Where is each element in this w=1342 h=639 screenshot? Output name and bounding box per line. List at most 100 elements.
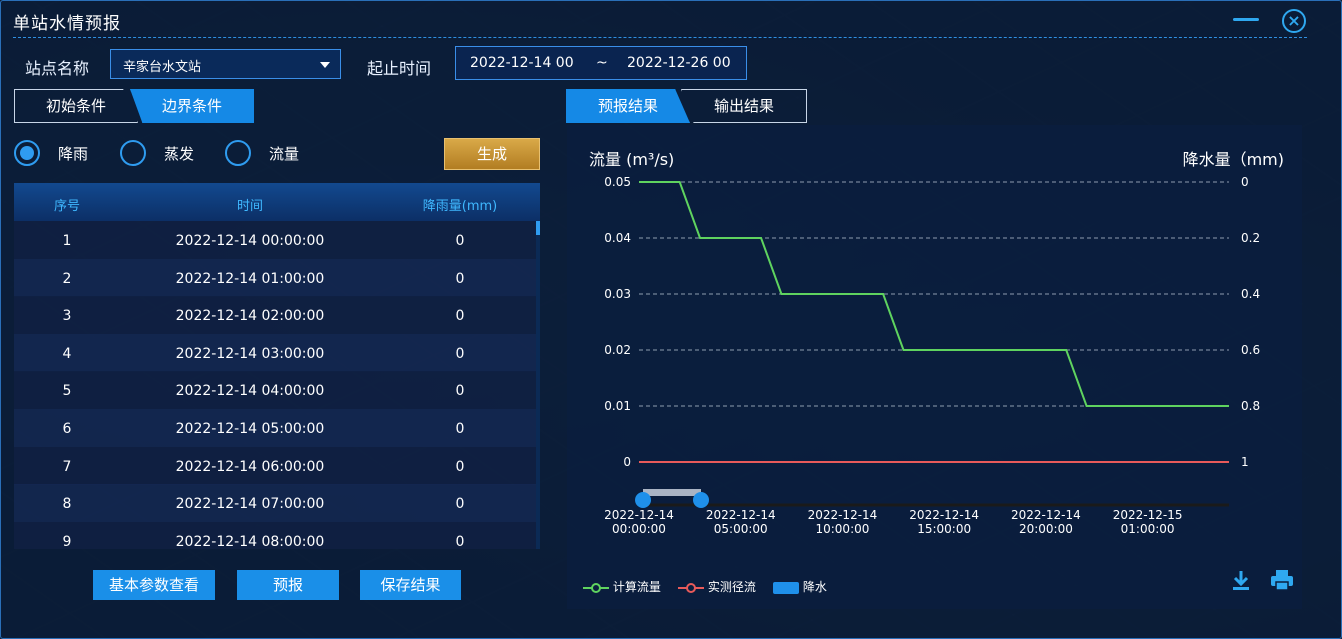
- series-calc-flow-line: [639, 181, 1229, 407]
- cell-time: 2022-12-14 01:00:00: [175, 270, 325, 287]
- tab-initial-conditions[interactable]: 初始条件: [14, 89, 138, 123]
- cell-rainfall: 0: [455, 308, 465, 325]
- cell-index: 9: [62, 533, 72, 549]
- cell-index: 5: [62, 383, 72, 400]
- tab-output-results[interactable]: 输出结果: [681, 89, 807, 123]
- cell-rainfall: 0: [455, 496, 465, 513]
- table-row[interactable]: 4 2022-12-14 03:00:00 0: [14, 333, 536, 372]
- table-row[interactable]: 9 2022-12-14 08:00:00 0: [14, 521, 536, 549]
- window-title: 单站水情预报: [13, 14, 121, 34]
- cell-index: 6: [62, 421, 72, 437]
- table-row[interactable]: 6 2022-12-14 05:00:00 0: [14, 409, 536, 447]
- header-index: 序号: [53, 199, 80, 214]
- tab-forecast-results[interactable]: 预报结果: [566, 89, 690, 123]
- x-tick-date: 2022-12-14: [808, 508, 878, 522]
- legend-rain[interactable]: 降水: [773, 578, 827, 595]
- legend-bar-marker: [773, 581, 799, 594]
- cell-rainfall: 0: [455, 458, 465, 475]
- download-icon[interactable]: [1230, 569, 1252, 591]
- rainfall-table: 序号 时间 降雨量(mm) 1 2022-12-14 00:00:00 0 2 2022…: [14, 183, 540, 549]
- radio-label: 蒸发: [164, 145, 195, 163]
- x-tick-date: 2022-12-14: [604, 508, 674, 522]
- title-bar: 单站水情预报 ×: [1, 1, 1342, 39]
- table-scrollbar[interactable]: [536, 221, 540, 549]
- scrollbar-thumb[interactable]: [536, 221, 540, 235]
- table-row[interactable]: 8 2022-12-14 07:00:00 0: [14, 484, 536, 523]
- table-row[interactable]: 5 2022-12-14 04:00:00 0: [14, 371, 536, 410]
- legend-line-marker: [583, 582, 609, 593]
- radio-label: 流量: [269, 145, 300, 163]
- radio-label: 降雨: [58, 145, 89, 163]
- x-tick-time: 20:00:00: [1019, 522, 1073, 536]
- y-right-tick-label: 0.6: [1241, 343, 1260, 357]
- chevron-down-icon: [320, 62, 330, 68]
- cell-rainfall: 0: [455, 233, 465, 249]
- x-tick-time: 10:00:00: [815, 522, 869, 536]
- cell-index: 1: [62, 233, 72, 249]
- start-time: 2022-12-14 00: [470, 55, 574, 71]
- station-label: 站点名称: [25, 59, 90, 78]
- tab-boundary-conditions[interactable]: 边界条件: [130, 89, 254, 123]
- radio-ring: [225, 140, 251, 166]
- x-tick-date: 2022-12-14: [706, 508, 776, 522]
- legend-measured-runoff[interactable]: 实测径流: [678, 578, 756, 595]
- table-row[interactable]: 2 2022-12-14 01:00:00 0: [14, 258, 536, 297]
- y-right-tick-label: 0.4: [1241, 287, 1260, 301]
- header-rainfall: 降雨量(mm): [422, 199, 498, 214]
- table-row[interactable]: 1 2022-12-14 00:00:00 0: [14, 221, 536, 259]
- y-axis-left-title: 流量 (m³/s): [589, 150, 674, 169]
- y-right-tick-label: 0.2: [1241, 231, 1260, 245]
- legend-label: 计算流量: [612, 580, 661, 594]
- zoom-slider-start-handle: [635, 492, 651, 508]
- cell-time: 2022-12-14 08:00:00: [175, 533, 325, 549]
- cell-time: 2022-12-14 06:00:00: [175, 458, 325, 475]
- station-select[interactable]: 辛家台水文站: [110, 49, 341, 79]
- close-icon[interactable]: ×: [1282, 9, 1306, 33]
- radio-dot: [20, 146, 34, 160]
- table-row[interactable]: 7 2022-12-14 06:00:00 0: [14, 446, 536, 485]
- zoom-slider-window: [643, 489, 701, 496]
- view-params-button[interactable]: 基本参数查看: [93, 570, 215, 600]
- cell-index: 7: [62, 458, 72, 475]
- cell-time: 2022-12-14 03:00:00: [175, 345, 325, 362]
- forecast-chart: 流量 (m³/s) 降水量（mm) 0 1 0.01 0.8 0.02 0.6 0.03 0.4 0…: [589, 150, 1284, 536]
- legend-label: 降水: [802, 580, 827, 594]
- y-left-tick-label: 0.01: [604, 399, 631, 413]
- cell-index: 4: [62, 345, 72, 362]
- minimize-icon[interactable]: [1233, 18, 1259, 21]
- chart-panel: 流量 (m³/s) 降水量（mm) 0 1 0.01 0.8 0.02 0.6 0.03 0.4 0…: [567, 125, 1302, 609]
- forecast-button[interactable]: 预报: [237, 570, 339, 600]
- y-left-tick-label: 0.03: [604, 287, 631, 301]
- x-tick-time: 01:00:00: [1121, 522, 1175, 536]
- cell-rainfall: 0: [455, 383, 465, 400]
- y-right-tick-label: 1: [1241, 455, 1249, 469]
- cell-index: 8: [62, 496, 72, 513]
- table-row[interactable]: 3 2022-12-14 02:00:00 0: [14, 296, 536, 335]
- station-select-value: 辛家台水文站: [123, 60, 202, 75]
- date-separator: ~: [596, 55, 608, 71]
- x-tick-time: 00:00:00: [612, 522, 666, 536]
- legend-calc-flow[interactable]: 计算流量: [583, 578, 661, 595]
- y-right-tick-label: 0: [1241, 175, 1249, 189]
- cell-rainfall: 0: [455, 345, 465, 362]
- x-tick-date: 2022-12-15: [1113, 508, 1183, 522]
- title-divider: [13, 37, 1307, 38]
- y-left-tick-label: 0.05: [604, 175, 631, 189]
- end-time: 2022-12-26 00: [627, 55, 731, 71]
- date-range-picker[interactable]: 2022-12-14 00 ~ 2022-12-26 00: [455, 46, 747, 80]
- zoom-slider-end-handle: [693, 492, 709, 508]
- table-header: 序号 时间 降雨量(mm): [14, 183, 540, 221]
- y-left-tick-label: 0.04: [604, 231, 631, 245]
- save-results-button[interactable]: 保存结果: [360, 570, 461, 600]
- cell-time: 2022-12-14 02:00:00: [175, 308, 325, 325]
- print-icon[interactable]: [1270, 569, 1294, 591]
- cell-time: 2022-12-14 04:00:00: [175, 383, 325, 400]
- cell-rainfall: 0: [455, 533, 465, 549]
- generate-button[interactable]: 生成: [444, 138, 540, 170]
- y-left-tick-label: 0.02: [604, 343, 631, 357]
- header-time: 时间: [236, 199, 263, 214]
- x-tick-time: 05:00:00: [714, 522, 768, 536]
- cell-index: 3: [62, 308, 72, 325]
- radio-ring: [120, 140, 146, 166]
